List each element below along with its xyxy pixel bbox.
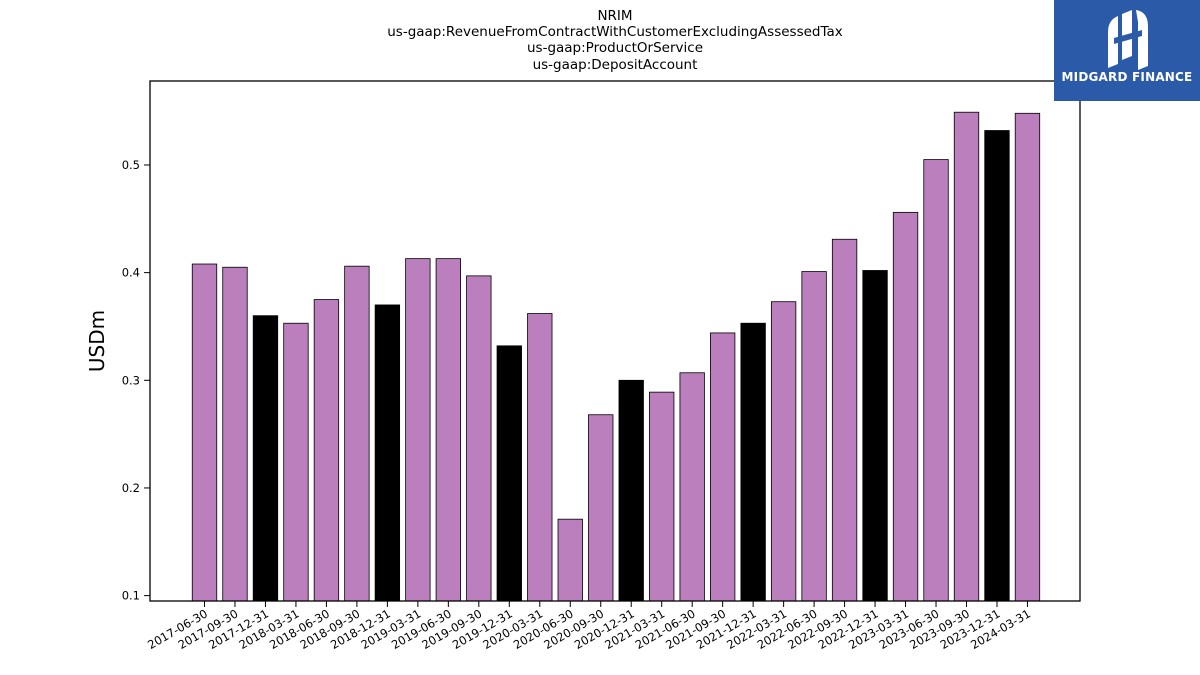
bar-2017-06-30 [191,263,218,602]
plot-frame [149,80,1081,602]
title-line-member: us-gaap:DepositAccount [533,57,698,73]
midgard-finance-logo: MIDGARD FINANCE [1054,0,1200,101]
bar-2020-09-30 [588,414,614,602]
bar-2023-06-30 [923,159,949,602]
bar-2022-09-30 [831,238,858,602]
logo-text: MIDGARD FINANCE [1061,70,1193,84]
bar-2017-09-30 [222,266,248,602]
bar-2020-12-31 [618,379,644,602]
title-line-ticker: NRIM [597,8,632,24]
bars-group [191,111,1041,602]
bar-2023-09-30 [953,111,980,602]
bar-2022-06-30 [801,271,827,602]
bar-2020-03-31 [527,313,553,602]
x-axis: 2017-06-302017-09-302017-12-312018-03-31… [145,601,1033,652]
bar-2019-03-31 [405,258,431,602]
bar-2018-09-30 [344,265,370,602]
y-tick-label: 0.5 [122,158,140,172]
bar-2023-03-31 [892,211,919,602]
bar-2022-03-31 [770,301,797,602]
y-axis: 0.1 0.2 0.3 0.4 0.5 [122,158,150,603]
bar-2021-09-30 [710,332,736,602]
bar-2018-12-31 [374,304,401,602]
y-tick-label: 0.3 [122,373,140,387]
y-tick-label: 0.4 [122,266,140,280]
bar-2019-12-31 [496,345,522,602]
chart-title: NRIM us-gaap:RevenueFromContractWithCust… [387,8,843,73]
bar-2019-09-30 [466,275,492,602]
y-tick-label: 0.1 [122,589,140,603]
bar-2021-03-31 [649,391,675,602]
bar-2023-12-31 [984,130,1010,602]
y-tick-label: 0.2 [122,481,140,495]
title-line-axis-member: us-gaap:ProductOrService [527,40,703,56]
bar-2024-03-31 [1014,112,1041,602]
midgard-m-logo-icon [1108,10,1148,70]
title-line-concept: us-gaap:RevenueFromContractWithCustomerE… [387,24,843,40]
bar-2021-06-30 [679,372,705,602]
bar-2018-06-30 [313,299,340,602]
bar-2020-06-30 [557,518,583,602]
bar-2017-12-31 [252,315,279,602]
bar-2019-06-30 [435,258,461,602]
y-axis-label: USDm [85,310,109,372]
bar-2021-12-31 [740,322,766,602]
bar-2018-03-31 [283,322,309,602]
bar-2022-12-31 [862,270,888,602]
